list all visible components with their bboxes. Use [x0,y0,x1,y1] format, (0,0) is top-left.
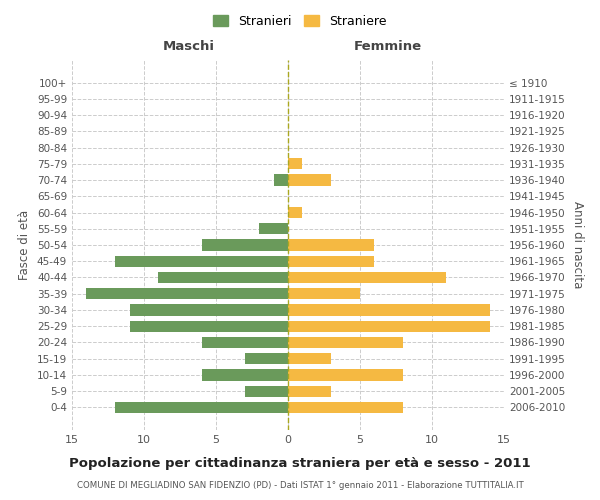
Bar [288,158,302,170]
Bar [288,272,446,283]
Bar [202,370,288,380]
Bar [288,207,302,218]
Bar [259,223,288,234]
Bar [288,386,331,397]
Bar [158,272,288,283]
Bar [288,240,374,250]
Bar [202,240,288,250]
Bar [274,174,288,186]
Bar [245,353,288,364]
Bar [130,320,288,332]
Bar [288,288,360,300]
Bar [288,174,331,186]
Text: Femmine: Femmine [353,40,421,52]
Bar [288,353,331,364]
Bar [202,337,288,348]
Bar [245,386,288,397]
Bar [288,402,403,413]
Bar [86,288,288,300]
Y-axis label: Anni di nascita: Anni di nascita [571,202,584,288]
Text: Popolazione per cittadinanza straniera per età e sesso - 2011: Popolazione per cittadinanza straniera p… [69,458,531,470]
Bar [288,304,490,316]
Bar [288,320,490,332]
Text: COMUNE DI MEGLIADINO SAN FIDENZIO (PD) - Dati ISTAT 1° gennaio 2011 - Elaborazio: COMUNE DI MEGLIADINO SAN FIDENZIO (PD) -… [77,481,523,490]
Legend: Stranieri, Straniere: Stranieri, Straniere [209,11,391,32]
Bar [288,337,403,348]
Bar [288,256,374,267]
Bar [288,370,403,380]
Text: Maschi: Maschi [163,40,215,52]
Y-axis label: Fasce di età: Fasce di età [19,210,31,280]
Bar [115,402,288,413]
Bar [130,304,288,316]
Bar [115,256,288,267]
